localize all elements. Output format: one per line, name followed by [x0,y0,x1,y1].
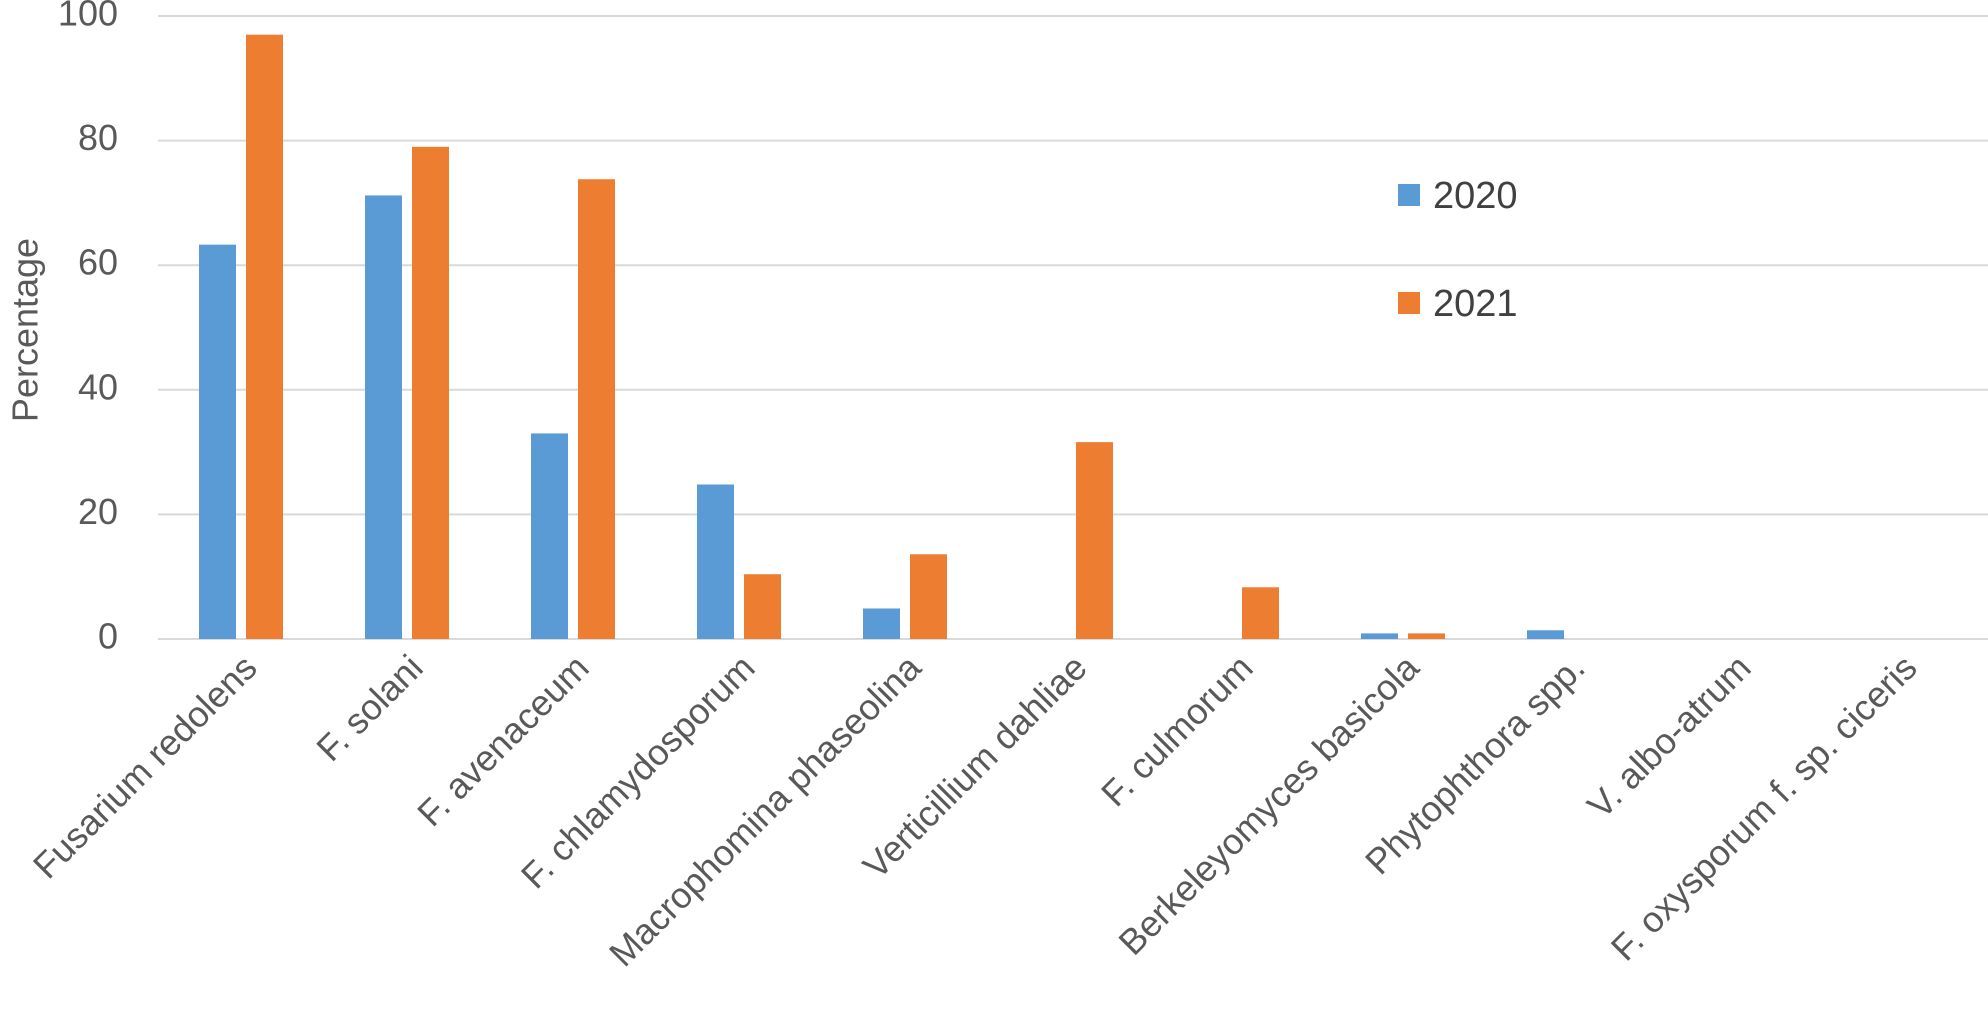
gridlines [158,15,1988,640]
x-category-label-9: V. albo-atrum [1579,647,1758,826]
bar-2021-5 [1076,442,1113,639]
bar-2020-7 [1361,633,1398,639]
y-axis-title: Percentage [5,238,46,422]
y-tick-label-80: 80 [78,117,118,158]
bar-2021-0 [246,34,283,639]
legend: 2020 2021 [1398,175,1518,325]
x-category-label-10: F. oxysporum f. sp. ciceris [1603,647,1925,969]
legend-swatch-2021 [1398,292,1420,314]
y-tick-label-100: 100 [58,0,118,34]
bar-2020-8 [1527,630,1564,639]
bar-2020-4 [863,608,900,639]
bar-2020-1 [365,195,402,639]
y-tick-label-20: 20 [78,491,118,532]
bars [199,34,1564,640]
bar-2020-0 [199,244,236,640]
x-category-label-1: F. solani [308,647,430,769]
bar-2021-4 [910,554,947,639]
bar-2020-3 [697,484,734,639]
x-category-label-2: F. avenaceum [409,647,596,834]
bar-2021-7 [1408,633,1445,639]
x-category-label-4: Macrophomina phaseolina [601,646,929,974]
y-tick-label-40: 40 [78,366,118,407]
bar-2020-2 [531,433,568,639]
y-axis-ticks: 0 20 40 60 80 100 [58,0,118,657]
bar-2021-6 [1242,587,1279,639]
bar-2021-2 [578,179,615,639]
x-category-label-6: F. culmorum [1093,647,1261,815]
legend-label-2021: 2021 [1433,283,1518,325]
y-tick-label-0: 0 [98,616,118,657]
legend-label-2020: 2020 [1433,175,1518,217]
x-category-label-7: Berkeleyomyces basicola [1110,646,1427,963]
bar-2021-3 [744,574,781,639]
x-category-label-0: Fusarium redolens [25,647,265,887]
legend-swatch-2020 [1398,184,1420,206]
bar-2021-1 [412,146,449,639]
y-tick-label-60: 60 [78,242,118,283]
